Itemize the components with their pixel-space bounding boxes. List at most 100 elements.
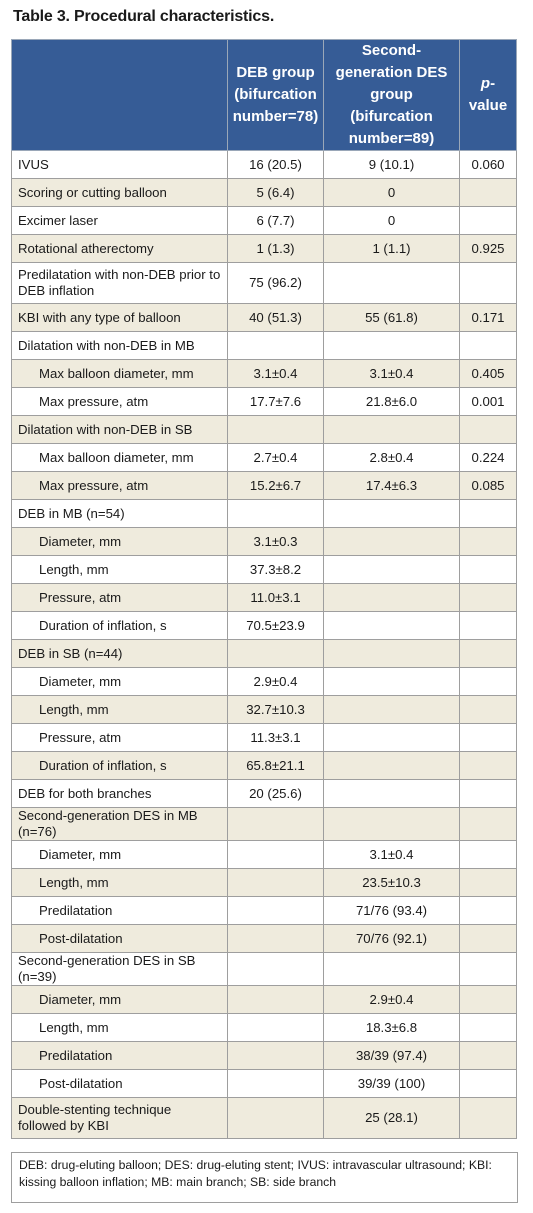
des-value-cell: 2.8±0.4 (323, 443, 460, 472)
p-value-cell (459, 331, 517, 360)
deb-value-cell: 65.8±21.1 (227, 751, 324, 780)
p-value-cell (459, 1041, 517, 1070)
p-value-cell (459, 896, 517, 925)
table-row: Predilatation with non-DEB prior to DEB … (11, 262, 517, 304)
deb-value-cell: 2.9±0.4 (227, 667, 324, 696)
header-row: DEB group (bifurcation number=78) Second… (11, 39, 517, 151)
p-value-cell (459, 1013, 517, 1042)
deb-value-cell: 16 (20.5) (227, 150, 324, 179)
table-row: Length, mm 32.7±10.3 (11, 695, 517, 724)
deb-value-cell (227, 807, 324, 841)
deb-value-cell: 32.7±10.3 (227, 695, 324, 724)
table-row: Predilatation 38/39 (97.4) (11, 1041, 517, 1070)
table-row: Dilatation with non-DEB in SB (11, 415, 517, 444)
row-label-cell: Length, mm (11, 695, 228, 724)
table-row: DEB in SB (n=44) (11, 639, 517, 668)
p-value-cell: 0.001 (459, 387, 517, 416)
deb-value-cell (227, 924, 324, 953)
deb-value-cell: 17.7±7.6 (227, 387, 324, 416)
deb-value-cell: 6 (7.7) (227, 206, 324, 235)
des-value-cell: 9 (10.1) (323, 150, 460, 179)
des-value-cell: 0 (323, 206, 460, 235)
header-label-col (11, 39, 228, 151)
deb-value-cell: 15.2±6.7 (227, 471, 324, 500)
p-value-cell (459, 723, 517, 752)
deb-value-cell: 11.3±3.1 (227, 723, 324, 752)
des-value-cell (323, 639, 460, 668)
row-label-cell: Dilatation with non-DEB in SB (11, 415, 228, 444)
p-value-cell (459, 807, 517, 841)
row-label-cell: Length, mm (11, 555, 228, 584)
p-value-cell (459, 985, 517, 1014)
row-label-cell: Scoring or cutting balloon (11, 178, 228, 207)
row-label-cell: Length, mm (11, 868, 228, 897)
deb-value-cell: 37.3±8.2 (227, 555, 324, 584)
table-row: Diameter, mm 3.1±0.3 (11, 527, 517, 556)
des-value-cell: 17.4±6.3 (323, 471, 460, 500)
des-value-cell: 3.1±0.4 (323, 840, 460, 869)
deb-value-cell: 2.7±0.4 (227, 443, 324, 472)
p-value-cell (459, 178, 517, 207)
table-row: DEB in MB (n=54) (11, 499, 517, 528)
deb-value-cell (227, 868, 324, 897)
deb-value-cell (227, 1013, 324, 1042)
des-value-cell: 18.3±6.8 (323, 1013, 460, 1042)
row-label-cell: Diameter, mm (11, 985, 228, 1014)
deb-value-cell: 5 (6.4) (227, 178, 324, 207)
p-value-cell (459, 952, 517, 986)
row-label-cell: KBI with any type of balloon (11, 303, 228, 332)
p-value-cell (459, 206, 517, 235)
p-value-cell (459, 611, 517, 640)
des-value-cell (323, 952, 460, 986)
des-value-cell (323, 331, 460, 360)
table-row: Duration of inflation, s 65.8±21.1 (11, 751, 517, 780)
row-label-cell: Max pressure, atm (11, 387, 228, 416)
p-value-cell: 0.060 (459, 150, 517, 179)
p-value-cell (459, 555, 517, 584)
row-label-cell: Double-stenting technique followed by KB… (11, 1097, 228, 1139)
deb-value-cell (227, 1069, 324, 1098)
des-value-cell: 55 (61.8) (323, 303, 460, 332)
row-label-cell: Diameter, mm (11, 667, 228, 696)
des-value-cell (323, 527, 460, 556)
des-value-cell: 0 (323, 178, 460, 207)
table-row: Predilatation 71/76 (93.4) (11, 896, 517, 925)
table-row: IVUS 16 (20.5) 9 (10.1) 0.060 (11, 150, 517, 179)
p-value-cell: 0.085 (459, 471, 517, 500)
des-value-cell: 2.9±0.4 (323, 985, 460, 1014)
des-value-cell: 25 (28.1) (323, 1097, 460, 1139)
des-value-cell: 1 (1.1) (323, 234, 460, 263)
row-label-cell: Rotational atherectomy (11, 234, 228, 263)
row-label-cell: Dilatation with non-DEB in MB (11, 331, 228, 360)
des-value-cell (323, 583, 460, 612)
row-label-cell: Post-dilatation (11, 1069, 228, 1098)
deb-value-cell (227, 499, 324, 528)
des-value-cell (323, 695, 460, 724)
p-value-cell (459, 779, 517, 808)
table-row: Dilatation with non-DEB in MB (11, 331, 517, 360)
des-value-cell: 21.8±6.0 (323, 387, 460, 416)
table-row: Duration of inflation, s 70.5±23.9 (11, 611, 517, 640)
row-label-cell: Second-generation DES in MB (n=76) (11, 807, 228, 841)
p-value-cell (459, 840, 517, 869)
table-row: Rotational atherectomy 1 (1.3) 1 (1.1) 0.92… (11, 234, 517, 263)
des-value-cell: 3.1±0.4 (323, 359, 460, 388)
deb-value-cell (227, 1097, 324, 1139)
table-row: Length, mm 18.3±6.8 (11, 1013, 517, 1042)
row-label-cell: Predilatation (11, 1041, 228, 1070)
row-label-cell: DEB for both branches (11, 779, 228, 808)
des-value-cell: 70/76 (92.1) (323, 924, 460, 953)
row-label-cell: DEB in MB (n=54) (11, 499, 228, 528)
p-value-cell: 0.224 (459, 443, 517, 472)
p-value-cell (459, 415, 517, 444)
p-value-cell (459, 1069, 517, 1098)
deb-value-cell: 75 (96.2) (227, 262, 324, 304)
header-des-group: Second-generation DES group (bifurcation… (323, 39, 460, 151)
deb-value-cell (227, 985, 324, 1014)
des-value-cell: 39/39 (100) (323, 1069, 460, 1098)
table-row: Pressure, atm 11.0±3.1 (11, 583, 517, 612)
p-value-cell (459, 583, 517, 612)
table-row: Max balloon diameter, mm 3.1±0.4 3.1±0.4 0.… (11, 359, 517, 388)
row-label-cell: Max balloon diameter, mm (11, 443, 228, 472)
p-value-cell (459, 499, 517, 528)
